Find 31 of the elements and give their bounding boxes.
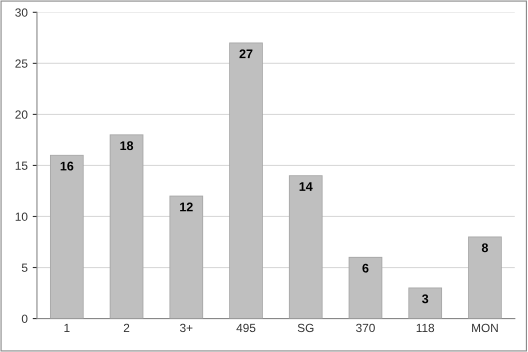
x-tick-label: 1 [64,324,70,332]
bar [50,154,84,319]
y-tick-label: 30 [15,8,28,17]
data-label: 27 [239,49,252,58]
y-tick-label: 20 [15,110,28,119]
bar [408,288,442,319]
x-tick-label: 3+ [180,324,192,332]
data-label: 18 [120,141,134,150]
data-label: 14 [300,182,313,191]
data-label: 12 [180,202,193,212]
bar [229,42,263,319]
x-tick-label: SG [298,324,314,332]
x-tick-label: MON [472,324,498,332]
y-tick-label: 25 [15,59,28,68]
y-tick-label: 0 [22,314,28,323]
bar [288,175,323,319]
bar [110,134,144,319]
data-label: 3 [422,294,428,304]
y-tick-label: 15 [16,162,28,170]
bar [468,236,502,319]
x-tick-label: 495 [236,324,256,332]
bar [348,256,382,319]
y-tick-label: 10 [16,212,28,221]
y-tick-label: 5 [22,264,28,272]
data-label: 6 [362,264,368,273]
x-tick-label: 370 [356,324,375,332]
x-tick-label: 2 [124,324,130,332]
bar [169,196,204,319]
x-tick-label: 118 [416,324,434,332]
data-label: 8 [482,243,488,252]
data-label: 16 [60,162,74,171]
